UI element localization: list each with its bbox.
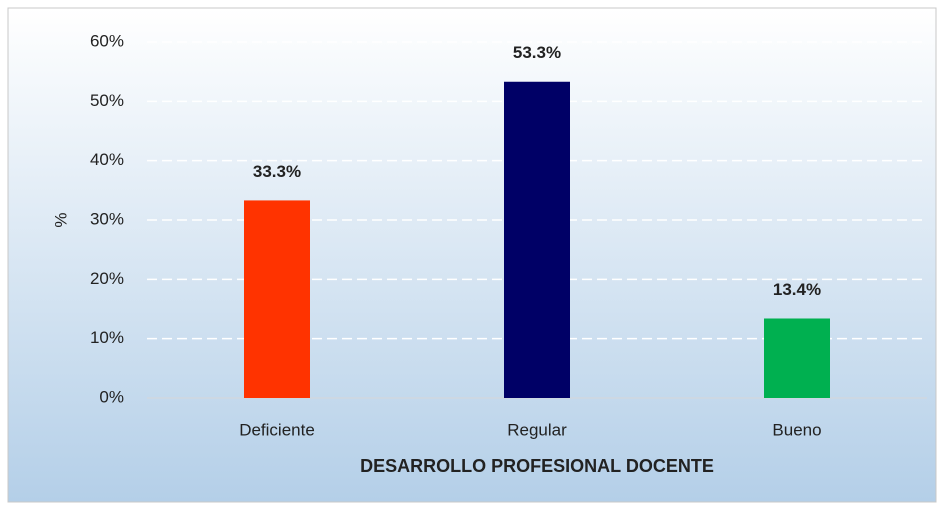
x-tick-label: Deficiente bbox=[239, 420, 315, 439]
x-tick-label: Regular bbox=[507, 420, 567, 439]
y-tick-label: 40% bbox=[90, 150, 124, 169]
bar bbox=[244, 200, 310, 398]
y-tick-label: 20% bbox=[90, 269, 124, 288]
y-axis-title: % bbox=[51, 212, 70, 227]
bar bbox=[504, 81, 570, 399]
y-tick-label: 50% bbox=[90, 91, 124, 110]
data-label: 53.3% bbox=[513, 43, 561, 62]
y-tick-label: 10% bbox=[90, 328, 124, 347]
data-label: 13.4% bbox=[773, 280, 821, 299]
x-tick-label: Bueno bbox=[772, 420, 821, 439]
bar bbox=[764, 318, 830, 398]
y-tick-label: 60% bbox=[90, 31, 124, 50]
y-tick-label: 0% bbox=[99, 387, 124, 406]
chart-background bbox=[7, 7, 937, 503]
x-axis-title: DESARROLLO PROFESIONAL DOCENTE bbox=[360, 456, 714, 476]
data-label: 33.3% bbox=[253, 162, 301, 181]
y-tick-label: 30% bbox=[90, 209, 124, 228]
